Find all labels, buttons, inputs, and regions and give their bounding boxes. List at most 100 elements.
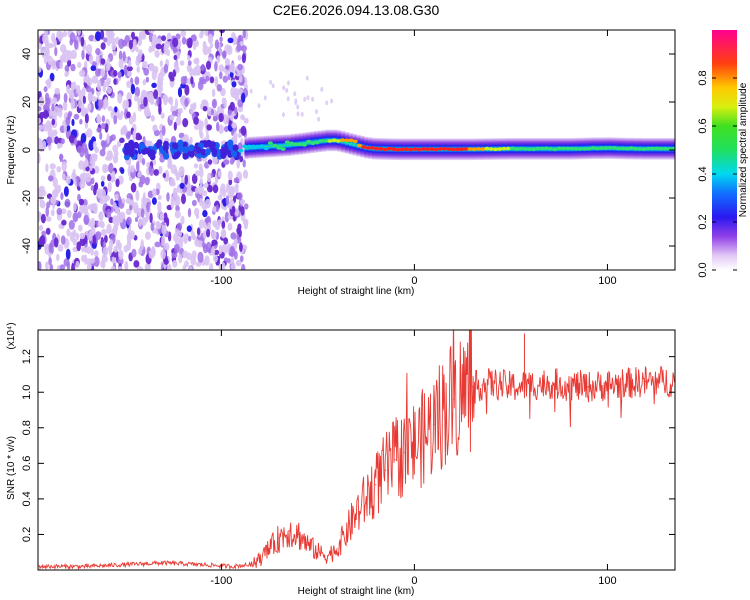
- noise-dot: [190, 76, 194, 85]
- snr-point: [404, 452, 406, 454]
- noise-dot: [69, 32, 76, 43]
- noise-dot: [205, 132, 210, 142]
- noise-dot: [67, 59, 72, 67]
- noise-dot: [66, 209, 72, 219]
- noise-dot: [223, 159, 230, 165]
- noise-dot: [138, 142, 145, 150]
- noise-dot: [214, 76, 219, 87]
- noise-dot: [148, 30, 155, 34]
- noise-dot: [174, 98, 178, 109]
- noise-dot: [206, 124, 212, 131]
- snr-point: [326, 555, 329, 557]
- noise-dot: [138, 248, 142, 255]
- noise-dot: [77, 30, 81, 36]
- noise-dot: [155, 141, 162, 149]
- band-segment: [344, 132, 350, 154]
- noise-dot: [103, 196, 108, 204]
- noise-dot: [148, 249, 155, 259]
- noise-dot: [217, 219, 222, 225]
- colorbar-tick-label: 0.2: [697, 214, 709, 229]
- noise-dot: [232, 144, 239, 152]
- noise-dot: [121, 198, 126, 204]
- noise-dot: [225, 195, 230, 206]
- noise-dot: [174, 210, 181, 219]
- band-segment: [263, 135, 269, 158]
- noise-dot: [50, 195, 57, 205]
- noise-dot: [249, 88, 253, 94]
- noise-dot: [60, 138, 65, 145]
- noise-dot: [88, 230, 93, 242]
- noise-dot: [104, 234, 108, 244]
- noise-dot: [102, 84, 107, 93]
- noise-dot: [219, 30, 225, 34]
- track-point: [467, 147, 473, 151]
- track-point: [599, 146, 605, 150]
- snr-point: [162, 562, 165, 564]
- noise-dot: [80, 36, 85, 47]
- noise-dot: [161, 125, 166, 136]
- noise-dot: [201, 78, 207, 85]
- track-point: [569, 146, 575, 151]
- snr-point: [307, 544, 309, 546]
- noise-dot: [106, 36, 111, 47]
- noise-dot: [158, 165, 163, 174]
- track-point: [263, 146, 269, 151]
- noise-dot: [205, 60, 212, 70]
- noise-dot: [48, 257, 52, 266]
- track-point: [416, 147, 422, 152]
- track-point: [535, 146, 541, 151]
- noise-dot: [138, 49, 143, 58]
- noise-dot: [179, 182, 185, 189]
- track-point: [259, 144, 265, 148]
- noise-dot: [100, 58, 106, 65]
- noise-dot: [224, 58, 230, 66]
- noise-dot: [227, 140, 233, 148]
- noise-dot: [106, 223, 112, 235]
- noise-dot: [243, 117, 249, 124]
- snr-point: [346, 530, 348, 532]
- noise-dot: [173, 54, 178, 61]
- snr-point: [249, 564, 251, 566]
- noise-dot: [216, 55, 221, 64]
- noise-dot: [215, 204, 219, 213]
- colorbar-ticks: 0.0 0.2 0.4 0.6 0.8: [697, 70, 737, 278]
- noise-dot: [85, 44, 93, 55]
- band-segment: [352, 133, 357, 156]
- noise-dot: [166, 217, 170, 227]
- noise-dot: [224, 211, 230, 223]
- noise-dot: [200, 120, 204, 130]
- track-point: [658, 146, 664, 151]
- noise-dot: [124, 64, 128, 76]
- snr-point: [481, 384, 483, 386]
- noise-dot: [135, 190, 140, 202]
- noise-dot: [79, 69, 86, 77]
- snr-point: [606, 384, 609, 386]
- track-point: [297, 142, 303, 147]
- y-tick-label: 20: [21, 96, 33, 108]
- noise-dot: [62, 30, 67, 38]
- noise-dot: [173, 243, 180, 253]
- noise-dot: [140, 208, 145, 219]
- noise-dot: [51, 103, 55, 112]
- noise-dot: [90, 203, 96, 212]
- track-point: [607, 146, 613, 150]
- noise-dot: [227, 258, 231, 264]
- noise-dot: [100, 188, 106, 199]
- noise-dot: [95, 48, 101, 56]
- noise-dot: [148, 63, 155, 70]
- track-point: [412, 147, 418, 151]
- noise-dot: [60, 192, 64, 201]
- noise-dot: [169, 96, 174, 107]
- noise-dot: [204, 217, 210, 224]
- noise-dot: [235, 259, 242, 267]
- noise-dot: [294, 100, 298, 105]
- noise-dot: [97, 221, 102, 227]
- noise-dot: [211, 239, 218, 246]
- noise-dot: [203, 182, 209, 188]
- track-point: [391, 147, 397, 151]
- noise-dot: [63, 123, 67, 134]
- track-point: [365, 146, 371, 150]
- track-point: [484, 146, 490, 151]
- x-tick-label: 100: [598, 275, 616, 287]
- snr-point: [587, 386, 589, 388]
